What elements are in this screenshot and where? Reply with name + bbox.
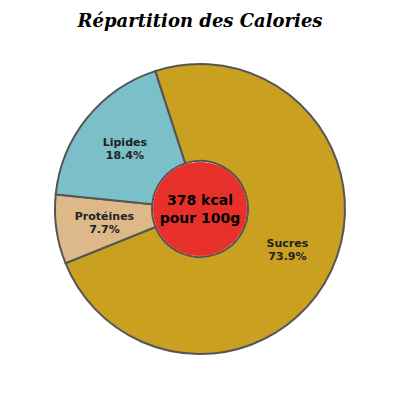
html-text:Répartition des Calories: Répartition des Calories xyxy=(77,10,323,31)
svg-text:Lipides18.4%: Lipides18.4% xyxy=(103,135,148,161)
svg-text:Sucres73.9%: Sucres73.9% xyxy=(267,237,309,263)
html-text:378 kcal: 378 kcal xyxy=(167,192,233,208)
svg-text:Protéines7.7%: Protéines7.7% xyxy=(75,209,135,235)
html-text:pour 100g: pour 100g xyxy=(159,210,241,226)
